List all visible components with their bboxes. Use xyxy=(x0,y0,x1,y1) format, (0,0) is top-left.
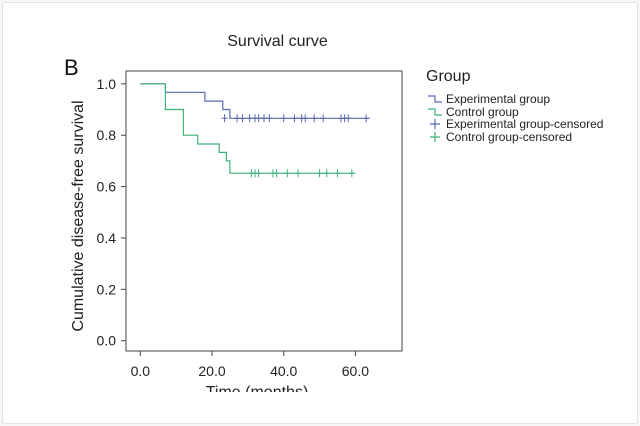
experimental-censored-marker xyxy=(221,114,228,123)
y-tick-label: 0.4 xyxy=(97,230,117,246)
experimental-censored-marker xyxy=(302,114,309,123)
step-line-icon xyxy=(428,95,442,103)
control-censored-marker xyxy=(255,169,262,178)
x-axis: 0.0 20.0 40.0 60.0 xyxy=(131,351,369,379)
y-tick-label: 0.8 xyxy=(97,127,117,143)
panel-label: B xyxy=(64,55,79,80)
legend-label: Control group-censored xyxy=(446,129,573,144)
y-tick-label: 0.2 xyxy=(97,281,117,297)
legend-item-experimental: Experimental group xyxy=(427,93,603,106)
plus-marker-icon xyxy=(430,131,440,142)
control-censored-marker xyxy=(334,169,341,178)
y-axis: 0.0 0.2 0.4 0.6 0.8 1.0 xyxy=(97,76,126,349)
experimental-censored-marker xyxy=(246,114,253,123)
x-axis-label: Time (months) xyxy=(206,384,309,401)
x-tick-label: 0.0 xyxy=(131,363,151,379)
legend-item-control-censored: Control group-censored xyxy=(427,131,603,144)
control-censored-marker xyxy=(273,169,280,178)
y-tick-label: 0.6 xyxy=(97,179,117,195)
experimental-censored-marker xyxy=(266,114,273,123)
experimental-censored-marker xyxy=(311,114,318,123)
legend: Experimental group Control group Experim… xyxy=(427,93,603,143)
experimental-censored-marker xyxy=(320,114,327,123)
control-censored-marker xyxy=(316,169,323,178)
plus-marker-icon xyxy=(430,119,440,130)
experimental-censored-marker xyxy=(280,114,287,123)
y-axis-label: Cumulative disease-free survival xyxy=(70,100,87,331)
plot-area-frame xyxy=(125,70,403,352)
y-tick-label: 0.0 xyxy=(97,333,117,349)
chart-title: Survival curve xyxy=(227,33,328,50)
experimental-censored-marker xyxy=(239,114,246,123)
experimental-censored-marker xyxy=(255,114,262,123)
control-censored-marker xyxy=(323,169,330,178)
y-tick-label: 1.0 xyxy=(97,76,117,92)
experimental-censored-marker xyxy=(363,114,370,123)
experimental-censored-marker xyxy=(345,114,352,123)
experimental-censored-marker xyxy=(291,114,298,123)
series-layer xyxy=(140,83,370,178)
legend-label: Experimental group xyxy=(446,92,551,107)
control-censored-marker xyxy=(348,169,355,178)
x-tick-label: 60.0 xyxy=(342,363,369,379)
control-survival-curve xyxy=(140,83,356,174)
experimental-censored-marker xyxy=(234,114,241,123)
step-line-icon xyxy=(428,108,442,116)
control-censored-marker xyxy=(284,169,291,178)
legend-item-experimental-censored: Experimental group-censored xyxy=(427,118,603,131)
experimental-survival-curve xyxy=(140,83,370,119)
control-censored-marker xyxy=(295,169,302,178)
x-tick-label: 20.0 xyxy=(198,363,225,379)
legend-item-control: Control group xyxy=(427,106,603,119)
experimental-censored-marker xyxy=(261,114,267,123)
legend-label: Control group xyxy=(446,104,519,119)
x-tick-label: 40.0 xyxy=(270,363,297,379)
legend-label: Experimental group-censored xyxy=(446,117,604,132)
legend-title: Group xyxy=(426,68,471,85)
